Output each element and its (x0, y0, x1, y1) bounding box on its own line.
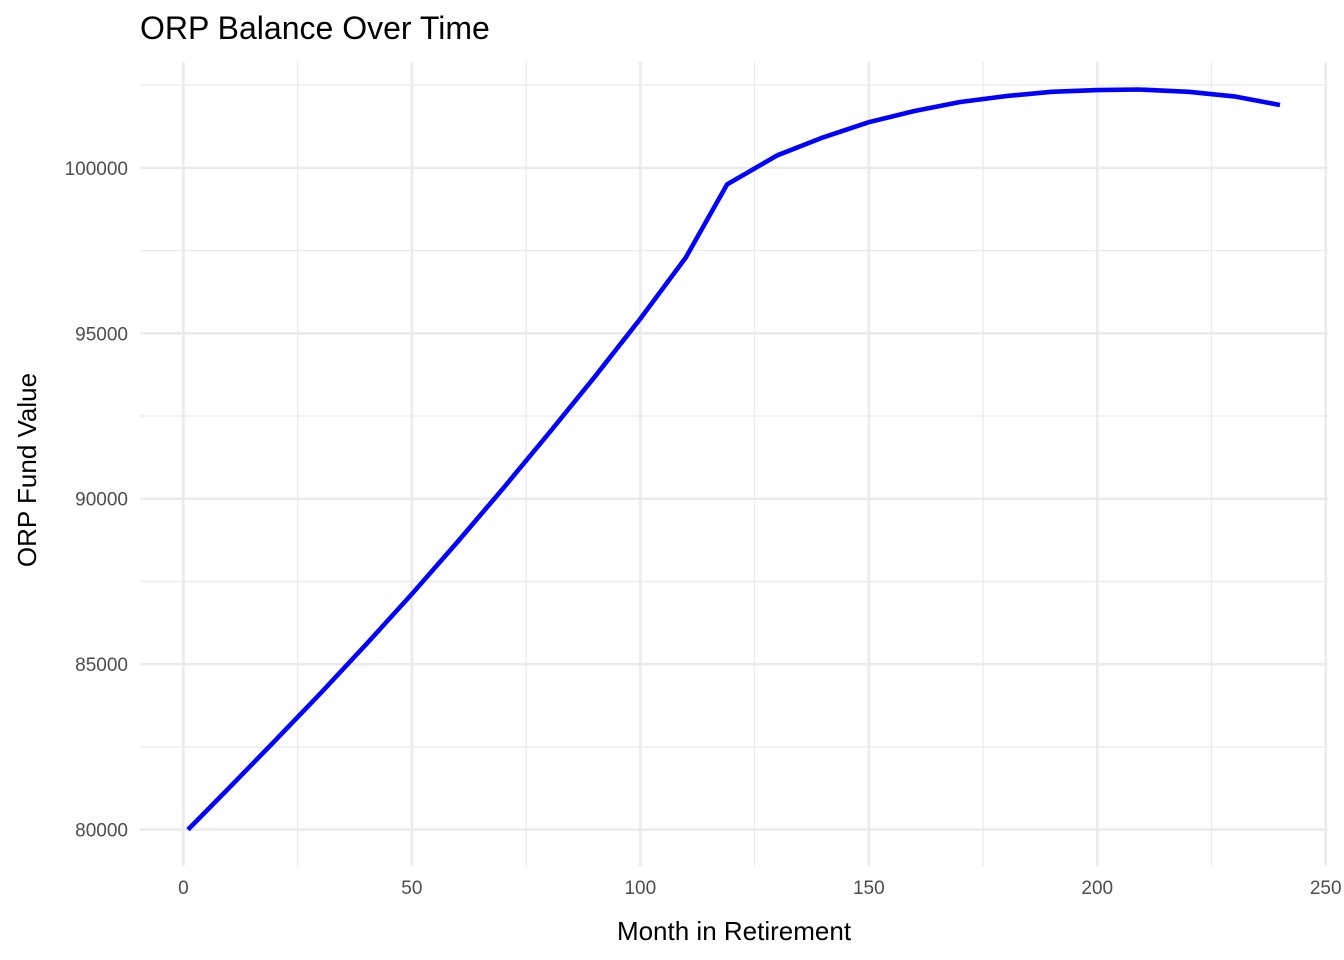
x-tick-label: 100 (624, 878, 656, 899)
y-axis-title: ORP Fund Value (12, 373, 42, 567)
y-tick-label: 80000 (75, 821, 128, 842)
y-tick-label: 95000 (75, 324, 128, 345)
y-axis-tick-labels: 80000 85000 90000 95000 100000 (65, 159, 128, 842)
series-line (186, 87, 1281, 832)
y-tick-label: 85000 (75, 655, 128, 676)
chart-title: ORP Balance Over Time (140, 10, 490, 46)
x-tick-label: 0 (178, 878, 189, 899)
x-tick-label: 200 (1081, 878, 1113, 899)
x-axis-tick-labels: 0 50 100 150 200 250 (178, 878, 1341, 899)
x-axis-title: Month in Retirement (617, 916, 852, 946)
x-tick-label: 250 (1310, 878, 1342, 899)
minor-gridlines (140, 62, 1328, 866)
major-gridlines (140, 62, 1328, 866)
y-tick-label: 90000 (75, 490, 128, 511)
x-tick-label: 150 (853, 878, 885, 899)
x-tick-label: 50 (401, 878, 422, 899)
y-tick-label: 100000 (65, 159, 128, 180)
